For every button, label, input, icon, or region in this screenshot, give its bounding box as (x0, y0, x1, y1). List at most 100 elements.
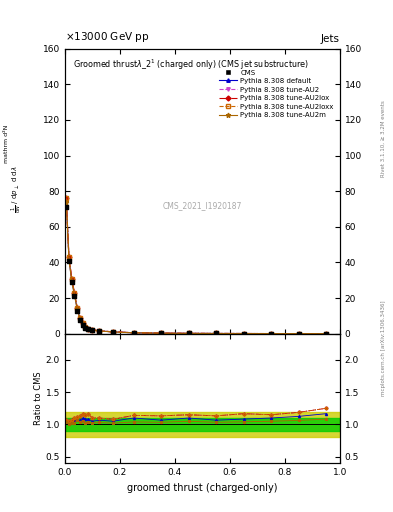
CMS (79, 321, 86, 329)
Pythia 8.308 tune-AU2lox (90, 327, 95, 333)
Pythia 8.308 default (111, 329, 116, 335)
Pythia 8.308 tune-AU2lox (214, 330, 219, 336)
CMS (77, 315, 83, 324)
Y-axis label: Ratio to CMS: Ratio to CMS (34, 372, 43, 425)
Pythia 8.308 tune-AU2lox (86, 326, 90, 332)
Pythia 8.308 tune-AU2m (186, 330, 191, 336)
Legend: CMS, Pythia 8.308 default, Pythia 8.308 tune-AU2, Pythia 8.308 tune-AU2lox, Pyth: CMS, Pythia 8.308 default, Pythia 8.308 … (217, 67, 336, 121)
Pythia 8.308 default (69, 277, 74, 283)
CMS (323, 330, 329, 338)
CMS (185, 329, 192, 337)
Pythia 8.308 default (83, 324, 88, 330)
Text: Rivet 3.1.10, ≥ 3.2M events: Rivet 3.1.10, ≥ 3.2M events (381, 100, 386, 177)
Pythia 8.308 tune-AU2lox (72, 290, 77, 296)
Pythia 8.308 tune-AU2 (159, 330, 163, 336)
Pythia 8.308 tune-AU2lox (296, 331, 301, 337)
CMS (241, 329, 247, 337)
Pythia 8.308 tune-AU2loxx (324, 331, 329, 337)
Pythia 8.308 tune-AU2m (64, 199, 69, 205)
Pythia 8.308 tune-AU2lox (69, 275, 74, 282)
Pythia 8.308 tune-AU2loxx (241, 330, 246, 336)
Pythia 8.308 tune-AU2 (269, 330, 274, 336)
Pythia 8.308 tune-AU2 (97, 328, 101, 334)
Pythia 8.308 tune-AU2m (214, 330, 219, 336)
Pythia 8.308 tune-AU2 (81, 321, 85, 327)
Pythia 8.308 tune-AU2m (241, 330, 246, 336)
Pythia 8.308 tune-AU2m (72, 292, 77, 298)
Pythia 8.308 tune-AU2m (111, 329, 116, 335)
Pythia 8.308 tune-AU2lox (97, 328, 101, 334)
Pythia 8.308 tune-AU2loxx (66, 254, 72, 260)
Pythia 8.308 tune-AU2loxx (131, 330, 136, 336)
Pythia 8.308 tune-AU2loxx (296, 331, 301, 337)
CMS (130, 329, 137, 337)
Pythia 8.308 default (324, 331, 329, 337)
Pythia 8.308 tune-AU2m (296, 331, 301, 337)
CMS (63, 203, 70, 211)
CMS (213, 329, 219, 337)
Line: Pythia 8.308 tune-AU2lox: Pythia 8.308 tune-AU2lox (64, 197, 328, 335)
Pythia 8.308 tune-AU2 (324, 331, 329, 337)
Pythia 8.308 tune-AU2lox (324, 331, 329, 337)
CMS (66, 257, 72, 265)
Pythia 8.308 tune-AU2loxx (269, 330, 274, 336)
Pythia 8.308 default (78, 315, 83, 322)
Pythia 8.308 tune-AU2loxx (78, 315, 83, 321)
Pythia 8.308 tune-AU2lox (269, 330, 274, 336)
Pythia 8.308 default (159, 330, 163, 336)
Pythia 8.308 tune-AU2 (64, 195, 69, 201)
CMS (296, 330, 302, 338)
Pythia 8.308 tune-AU2 (75, 305, 80, 311)
Pythia 8.308 default (269, 330, 274, 336)
Pythia 8.308 tune-AU2 (66, 254, 72, 260)
CMS (158, 329, 164, 337)
Pythia 8.308 tune-AU2 (241, 330, 246, 336)
Pythia 8.308 tune-AU2m (86, 326, 90, 332)
Text: Groomed thrust$\lambda\_2^1$ (charged only) (CMS jet substructure): Groomed thrust$\lambda\_2^1$ (charged on… (73, 57, 309, 72)
CMS (72, 292, 78, 301)
Pythia 8.308 tune-AU2m (97, 328, 101, 334)
Pythia 8.308 tune-AU2loxx (86, 326, 90, 332)
Pythia 8.308 tune-AU2m (131, 330, 136, 336)
CMS (96, 327, 102, 335)
Pythia 8.308 tune-AU2lox (75, 305, 80, 311)
Pythia 8.308 default (214, 330, 219, 336)
CMS (68, 278, 75, 286)
Pythia 8.308 tune-AU2 (78, 315, 83, 321)
Pythia 8.308 default (81, 321, 85, 327)
Text: $\frac{1}{\mathrm{d}N}$ / $\mathrm{d}p_\perp$ $\mathrm{d}$ $\mathrm{d}\lambda$: $\frac{1}{\mathrm{d}N}$ / $\mathrm{d}p_\… (10, 166, 24, 213)
Pythia 8.308 tune-AU2 (296, 331, 301, 337)
Pythia 8.308 tune-AU2loxx (75, 305, 80, 311)
Pythia 8.308 tune-AU2lox (131, 330, 136, 336)
Text: Jets: Jets (321, 33, 340, 44)
Pythia 8.308 tune-AU2loxx (214, 330, 219, 336)
Pythia 8.308 tune-AU2loxx (81, 321, 85, 327)
Pythia 8.308 tune-AU2loxx (64, 195, 69, 201)
Pythia 8.308 tune-AU2 (214, 330, 219, 336)
Pythia 8.308 tune-AU2m (83, 324, 88, 330)
Pythia 8.308 tune-AU2 (186, 330, 191, 336)
Pythia 8.308 tune-AU2 (83, 324, 88, 330)
Pythia 8.308 tune-AU2loxx (72, 290, 77, 296)
CMS (268, 330, 274, 338)
Pythia 8.308 tune-AU2lox (111, 329, 116, 335)
Pythia 8.308 tune-AU2 (131, 330, 136, 336)
Pythia 8.308 tune-AU2lox (186, 330, 191, 336)
Pythia 8.308 default (75, 306, 80, 312)
Line: Pythia 8.308 default: Pythia 8.308 default (64, 198, 328, 335)
Pythia 8.308 tune-AU2m (269, 331, 274, 337)
Text: $\times$13000 GeV pp: $\times$13000 GeV pp (65, 30, 149, 44)
Pythia 8.308 tune-AU2loxx (69, 275, 74, 282)
Text: mathrm d²N: mathrm d²N (4, 124, 9, 162)
Pythia 8.308 tune-AU2lox (83, 324, 88, 330)
CMS (74, 307, 81, 315)
Pythia 8.308 default (296, 331, 301, 337)
Pythia 8.308 tune-AU2lox (64, 195, 69, 201)
Pythia 8.308 tune-AU2m (324, 331, 329, 337)
Pythia 8.308 tune-AU2lox (66, 254, 72, 260)
CMS (85, 325, 91, 333)
Text: mcplots.cern.ch [arXiv:1306.3436]: mcplots.cern.ch [arXiv:1306.3436] (381, 301, 386, 396)
Pythia 8.308 tune-AU2lox (159, 330, 163, 336)
Pythia 8.308 tune-AU2m (90, 327, 95, 333)
Text: CMS_2021_I1920187: CMS_2021_I1920187 (163, 201, 242, 210)
